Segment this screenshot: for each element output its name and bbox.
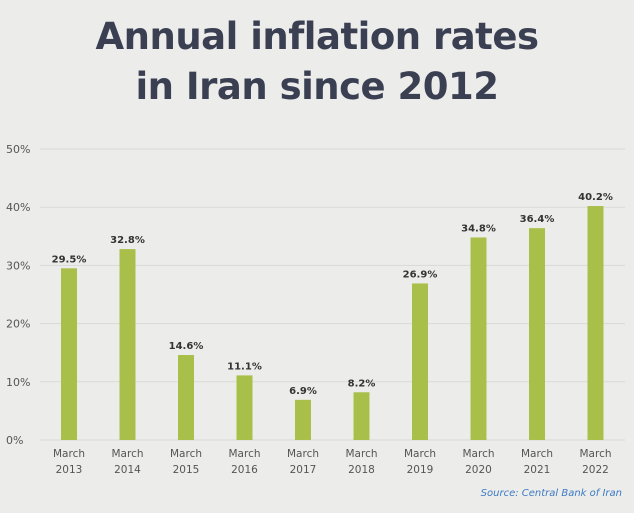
x-tick-label: 2014	[114, 464, 141, 476]
x-tick-label: 2021	[524, 464, 551, 476]
y-tick-label: 50%	[6, 143, 30, 156]
y-tick-label: 30%	[6, 259, 30, 272]
x-tick-label: March	[53, 448, 85, 460]
x-tick-label: 2017	[290, 464, 317, 476]
bar	[353, 392, 370, 440]
bar	[470, 237, 487, 440]
y-axis: 0% 10% 20% 30% 40% 50%	[6, 143, 30, 447]
bar	[119, 249, 136, 440]
chart-title: Annual inflation rates in Iran since 201…	[0, 12, 634, 112]
x-tick-label: 2019	[407, 464, 434, 476]
x-tick-label: 2018	[348, 464, 375, 476]
x-tick-label: March	[287, 448, 319, 460]
x-axis: March 2013 March 2014 March 2015 March 2016 Marc…	[53, 448, 612, 476]
bar	[61, 268, 77, 440]
data-label: 26.9%	[403, 269, 438, 280]
y-tick-label: 40%	[6, 201, 30, 214]
x-tick-label: March	[521, 448, 553, 460]
x-tick-label: March	[111, 448, 143, 460]
data-label: 8.2%	[348, 378, 376, 389]
x-tick-label: March	[404, 448, 436, 460]
data-label: 34.8%	[461, 223, 496, 234]
chart-title-line-2: in Iran since 2012	[135, 65, 499, 108]
x-tick-label: 2015	[173, 464, 200, 476]
data-label: 36.4%	[520, 214, 555, 225]
x-tick-label: March	[579, 448, 611, 460]
bar	[529, 228, 545, 440]
y-tick-label: 0%	[6, 434, 23, 447]
bar	[412, 283, 428, 440]
x-tick-label: March	[170, 448, 202, 460]
bar	[178, 355, 194, 440]
x-tick-label: 2016	[231, 464, 258, 476]
y-tick-label: 10%	[6, 376, 30, 389]
data-label: 32.8%	[110, 235, 145, 246]
bars	[61, 206, 604, 440]
x-tick-label: March	[228, 448, 260, 460]
y-tick-label: 20%	[6, 318, 30, 331]
data-label: 11.1%	[227, 361, 262, 372]
x-tick-label: March	[462, 448, 494, 460]
x-tick-label: 2013	[56, 464, 83, 476]
x-tick-label: March	[345, 448, 377, 460]
bar	[236, 375, 253, 440]
data-label: 40.2%	[578, 192, 613, 203]
bar	[587, 206, 604, 440]
gridlines	[40, 148, 625, 441]
data-label: 29.5%	[52, 254, 87, 265]
source-note: Source: Central Bank of Iran	[480, 488, 622, 499]
data-label: 6.9%	[289, 386, 317, 397]
chart-title-line-1: Annual inflation rates	[95, 15, 540, 58]
x-tick-label: 2022	[582, 464, 609, 476]
value-labels: 29.5% 32.8% 14.6% 11.1% 6.9% 8.2% 26.9% 34.8% 36…	[52, 192, 613, 397]
bar	[295, 399, 311, 440]
data-label: 14.6%	[169, 341, 204, 352]
x-tick-label: 2020	[465, 464, 492, 476]
